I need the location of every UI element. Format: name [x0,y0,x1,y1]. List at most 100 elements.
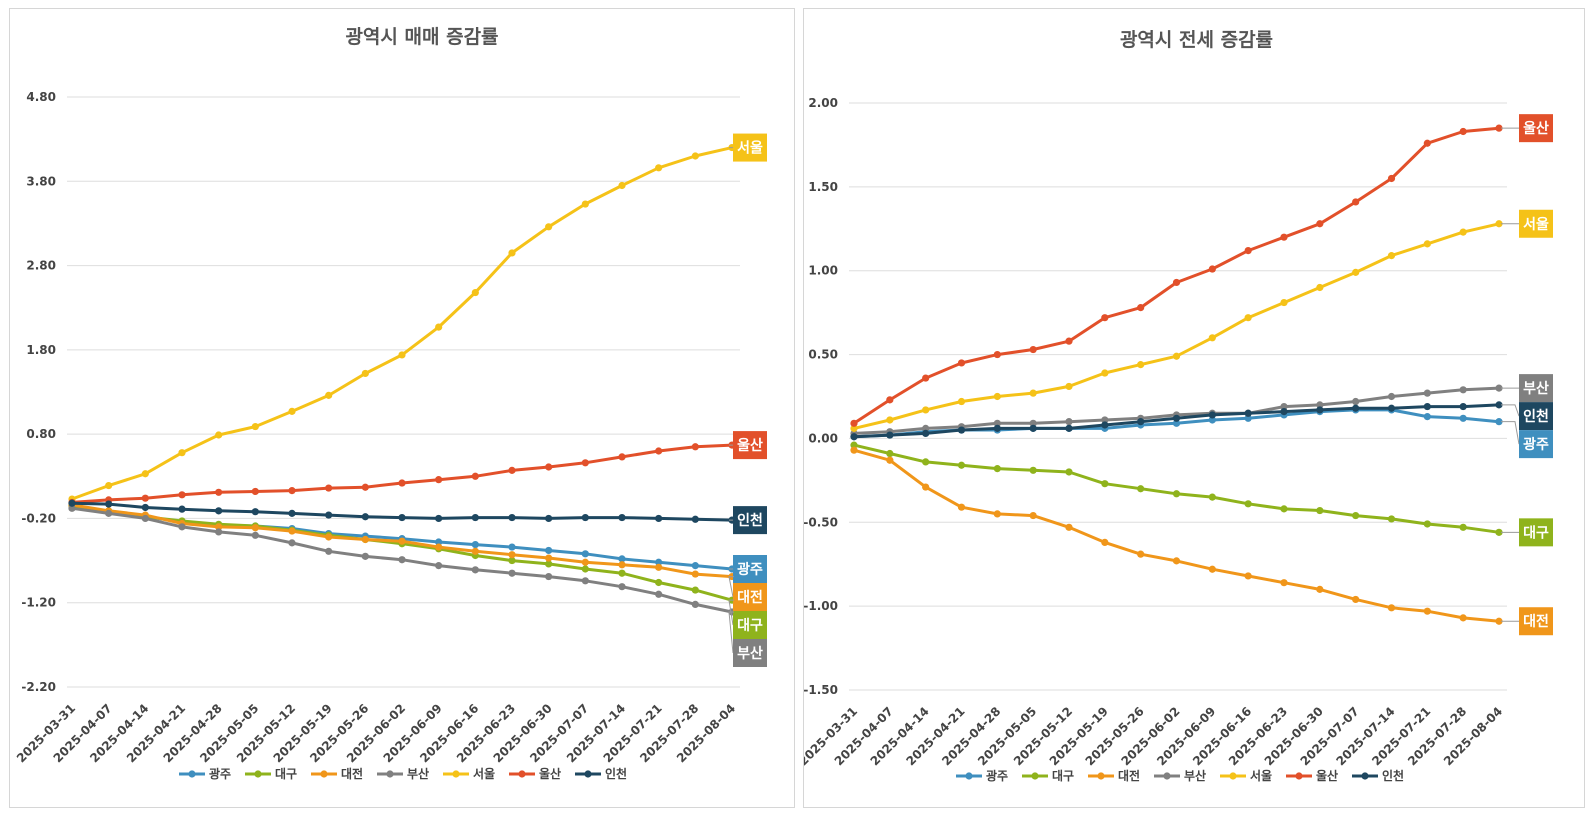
data-point-대구 [993,465,1001,473]
data-point-서울 [618,181,626,190]
data-point-인천 [398,513,406,522]
data-point-서울 [398,351,406,359]
legend-item-울산[interactable]: 울산 [1286,768,1338,783]
data-point-대구 [691,586,699,594]
data-point-부산 [508,569,516,577]
data-point-울산 [508,466,516,474]
chart-title: 광역시 전세 증감률 [1120,29,1273,51]
data-point-부산 [1387,392,1396,401]
legend-item-부산[interactable]: 부산 [1154,768,1206,783]
end-label-부산: 부산 [1523,380,1549,397]
data-point-대구 [1495,528,1503,536]
data-point-서울 [251,422,259,431]
legend-item-부산[interactable]: 부산 [377,766,429,781]
data-point-울산 [1423,139,1431,147]
data-point-광주 [655,558,663,566]
data-point-울산 [957,359,966,367]
legend-item-서울[interactable]: 서울 [443,766,495,781]
data-point-인천 [1459,402,1467,411]
legend-item-광주[interactable]: 광주 [956,768,1008,783]
data-point-울산 [1208,265,1216,273]
data-point-대구 [581,565,589,573]
data-point-울산 [618,453,626,461]
data-point-대전 [508,551,516,559]
legend-item-인천[interactable]: 인천 [1352,768,1404,783]
data-point-서울 [361,369,369,378]
legend-swatch-dot [452,770,460,778]
data-point-대전 [1244,572,1252,580]
data-point-대구 [1387,515,1396,523]
series-line-대전 [852,448,1501,623]
data-point-울산 [398,479,406,487]
legend-label: 대구 [1052,769,1074,783]
legend-item-울산[interactable]: 울산 [509,766,561,781]
data-point-서울 [1244,314,1252,322]
data-point-대구 [922,458,930,466]
end-label-대전: 대전 [1523,613,1549,630]
data-point-인천 [68,499,76,507]
end-label-울산: 울산 [737,437,763,454]
y-tick-label: -1.20 [21,596,56,610]
data-point-서울 [435,323,443,331]
end-label-인천: 인천 [737,512,763,529]
data-point-서울 [1316,283,1324,292]
data-point-서울 [1137,361,1145,369]
data-point-울산 [691,443,699,451]
data-point-인천 [1244,409,1252,417]
y-tick-label: 0.50 [808,348,838,362]
data-point-대전 [655,563,663,571]
data-point-서울 [922,406,930,414]
legend-item-대구[interactable]: 대구 [245,767,297,781]
data-point-서울 [993,392,1001,401]
end-label-box-광주 [733,555,767,583]
data-point-대구 [850,441,858,449]
end-label-광주: 광주 [1523,436,1549,453]
data-point-서울 [141,470,149,478]
data-point-광주 [1208,416,1216,424]
data-point-광주 [508,543,516,551]
data-point-대구 [957,461,966,469]
legend-item-대구[interactable]: 대구 [1022,769,1074,783]
data-point-대전 [618,561,626,569]
data-point-대전 [288,527,296,535]
data-point-대전 [886,456,894,464]
data-point-서울 [957,397,966,406]
data-point-부산 [1423,389,1431,397]
legend-item-대전[interactable]: 대전 [311,766,363,781]
data-point-인천 [1137,418,1145,426]
data-point-대구 [1101,480,1109,488]
data-point-서울 [1101,369,1109,377]
data-point-대전 [922,483,930,491]
y-tick-label: -0.20 [21,511,56,525]
data-point-광주 [618,555,626,563]
data-point-부산 [215,528,223,536]
data-point-부산 [68,504,76,512]
legend-label: 서울 [473,766,495,781]
y-tick-label: -1.00 [804,599,838,613]
data-point-서울 [1423,240,1431,248]
data-point-대전 [1029,511,1037,520]
data-point-울산 [655,447,663,455]
legend-label: 울산 [539,766,561,781]
legend-item-대전[interactable]: 대전 [1088,768,1140,783]
data-point-울산 [251,487,259,496]
data-point-부산 [545,572,553,581]
data-point-서울 [655,164,663,172]
y-tick-label: 1.00 [808,264,838,278]
legend-item-서울[interactable]: 서울 [1220,768,1272,783]
legend-item-광주[interactable]: 광주 [179,766,231,781]
end-label-leader [1501,404,1520,417]
end-label-box-대구 [733,611,767,639]
data-point-대구 [1280,505,1288,513]
end-label-box-부산 [1519,374,1553,403]
data-point-울산 [325,484,333,492]
data-point-서울 [508,249,516,257]
data-point-인천 [1065,424,1073,432]
data-point-대구 [886,449,894,458]
data-point-대전 [1316,585,1324,593]
legend-item-인천[interactable]: 인천 [575,766,627,781]
data-point-서울 [288,407,296,415]
data-point-울산 [141,494,149,502]
data-point-부산 [993,419,1001,427]
data-point-인천 [325,511,333,519]
